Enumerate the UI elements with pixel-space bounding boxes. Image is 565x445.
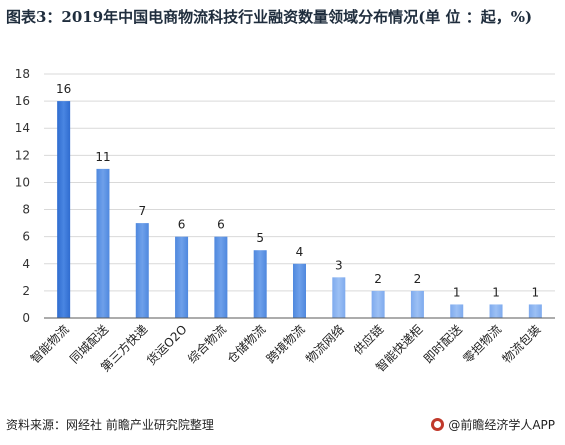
footer: 资料来源：网经社 前瞻产业研究院整理 @前瞻经济学人APP [0, 416, 565, 438]
data-label: 5 [256, 231, 264, 245]
x-tick-label: 零担物流 [460, 322, 504, 366]
y-tick-label: 10 [15, 175, 30, 189]
brand-logo-icon [431, 418, 445, 431]
data-label: 11 [95, 150, 110, 164]
y-tick-label: 18 [15, 67, 30, 81]
data-label: 2 [374, 272, 382, 286]
bar [410, 290, 424, 318]
x-tick-label: 跨境物流 [263, 322, 308, 367]
bar [175, 236, 189, 318]
y-tick-label: 6 [22, 230, 30, 244]
x-tick-label: 即时配送 [420, 322, 465, 367]
data-label: 16 [56, 82, 71, 96]
y-tick-label: 16 [15, 94, 30, 108]
data-label: 2 [414, 272, 422, 286]
y-tick-label: 14 [15, 121, 30, 135]
data-label: 6 [217, 218, 225, 232]
x-tick-label: 仓储物流 [224, 322, 269, 367]
chart-title: 图表3：2019年中国电商物流科技行业融资数量领域分布情况(单 位 ：起，%) [6, 8, 533, 26]
x-tick-label: 综合物流 [184, 322, 229, 367]
x-tick-label: 供应链 [350, 322, 386, 358]
bar [57, 101, 71, 318]
bar [489, 304, 503, 318]
bar [371, 290, 385, 318]
bar [332, 277, 346, 318]
bar [135, 223, 149, 318]
source-note: 资料来源：网经社 前瞻产业研究院整理 [6, 418, 214, 432]
bar [528, 304, 542, 318]
data-label: 7 [138, 204, 146, 218]
brand-label: @前瞻经济学人APP [448, 418, 555, 432]
x-tick-label: 货运O2O [143, 322, 189, 368]
bars [57, 101, 542, 318]
y-axis-ticks: 0 2 4 6 8 10 12 14 16 18 [15, 67, 30, 325]
bar [253, 250, 267, 318]
data-label: 3 [335, 258, 343, 272]
data-label: 1 [532, 285, 540, 299]
bar [96, 168, 110, 318]
y-tick-label: 4 [22, 257, 30, 271]
y-tick-label: 0 [22, 311, 30, 325]
bar [293, 263, 306, 318]
bar [450, 304, 464, 318]
y-tick-label: 2 [22, 284, 30, 298]
x-tick-label: 物流网络 [302, 322, 347, 367]
data-label: 6 [178, 218, 186, 232]
brand: @前瞻经济学人APP [431, 416, 555, 433]
x-tick-label: 智能物流 [27, 322, 72, 367]
y-tick-label: 12 [15, 148, 30, 162]
x-tick-label: 物流包装 [500, 322, 544, 366]
bar [214, 236, 228, 318]
data-label: 1 [453, 285, 461, 299]
data-label: 4 [296, 245, 304, 259]
y-tick-label: 8 [22, 203, 30, 217]
data-label: 1 [492, 285, 500, 299]
